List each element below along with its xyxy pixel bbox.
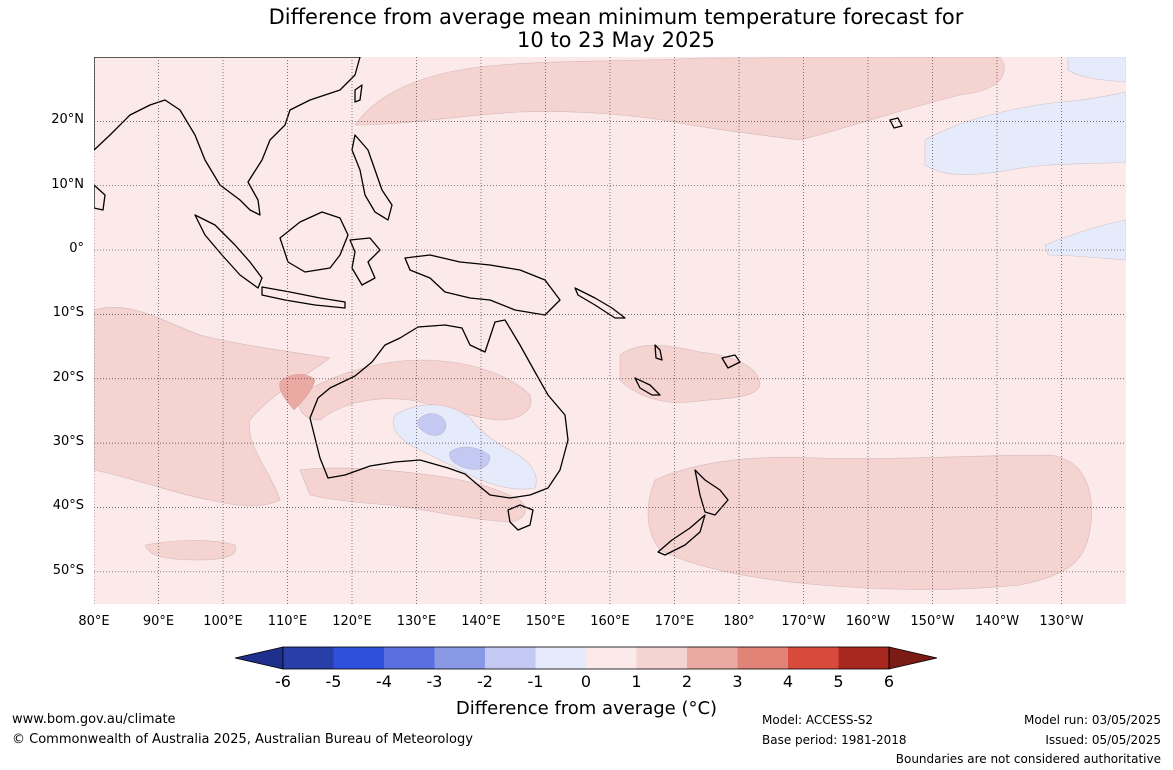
taiwan-coastline bbox=[354, 84, 363, 103]
colorbar-low-extend bbox=[234, 646, 284, 670]
base-period: Base period: 1981-2018 bbox=[762, 733, 907, 747]
hawaii-coastline bbox=[889, 117, 903, 129]
borneo-coastline bbox=[279, 211, 349, 273]
lat-label: 10°N bbox=[51, 176, 84, 192]
colorbar-swatch bbox=[535, 647, 587, 669]
anomaly-region-north-pacific-cool bbox=[1067, 57, 1126, 83]
map-title-line-2: 10 to 23 May 2025 bbox=[516, 28, 716, 52]
anomaly-contours bbox=[94, 57, 1126, 590]
graticule bbox=[94, 57, 1126, 604]
colorbar-swatch bbox=[737, 647, 789, 669]
lat-label: 40°S bbox=[52, 498, 84, 514]
colorbar-tick: 1 bbox=[631, 672, 642, 691]
anomaly-region-central-pacific-cool bbox=[924, 91, 1126, 175]
australia-coastline bbox=[309, 319, 569, 499]
colorbar-tick: 6 bbox=[883, 672, 895, 691]
lon-label: 110°E bbox=[267, 614, 308, 629]
colorbar-tick: 0 bbox=[580, 672, 592, 691]
colorbar-tick: 5 bbox=[833, 672, 844, 691]
asia-mainland-coastline bbox=[94, 57, 361, 216]
sulawesi-coastline bbox=[349, 237, 381, 286]
colorbar-high-extend bbox=[888, 646, 938, 670]
colorbar-swatch bbox=[838, 647, 890, 669]
anomaly-region-southern-australia bbox=[299, 467, 526, 523]
colorbar-label: Difference from average (°C) bbox=[455, 698, 718, 719]
lon-label: 130°E bbox=[396, 614, 437, 629]
colorbar-swatch bbox=[485, 647, 536, 669]
anomaly-region-indian-ocean bbox=[94, 307, 331, 507]
lon-label: 150°E bbox=[525, 614, 566, 629]
colorbar-swatch bbox=[586, 647, 637, 669]
anomaly-region-warm-spot bbox=[279, 373, 316, 411]
colorbar-tick: -1 bbox=[527, 672, 544, 691]
colorbar-swatch bbox=[384, 647, 435, 669]
lat-label: 20°S bbox=[52, 369, 84, 385]
map-title-line-1: Difference from average mean minimum tem… bbox=[268, 5, 964, 29]
colorbar-swatch bbox=[788, 647, 839, 669]
lon-label: 180° bbox=[723, 614, 755, 629]
philippines-coastline bbox=[351, 134, 393, 221]
lon-label: 160°E bbox=[590, 614, 630, 629]
lat-label: 50°S bbox=[52, 562, 84, 578]
lat-label: 30°S bbox=[52, 434, 84, 450]
lon-label: 140°W bbox=[974, 614, 1020, 629]
coastlines bbox=[94, 57, 903, 556]
lat-label: 20°N bbox=[51, 112, 84, 128]
lon-label: 170°E bbox=[654, 614, 695, 629]
colorbar-swatch bbox=[687, 647, 738, 669]
anomaly-region-australia-cooler-2 bbox=[449, 446, 491, 470]
colorbar-tick: -4 bbox=[376, 672, 392, 691]
sumatra-coastline bbox=[194, 214, 263, 289]
tasmania-coastline bbox=[507, 504, 534, 531]
colorbar-tick: -3 bbox=[426, 672, 443, 691]
anomaly-region-southern-ocean-west bbox=[144, 540, 237, 561]
lon-label: 90°E bbox=[142, 614, 175, 629]
copyright-notice: © Commonwealth of Australia 2025, Austra… bbox=[12, 732, 473, 747]
issued-date: Issued: 05/05/2025 bbox=[1045, 733, 1161, 747]
colorbar-swatch bbox=[283, 647, 334, 669]
lon-label: 130°W bbox=[1039, 614, 1084, 629]
lon-label: 140°E bbox=[461, 614, 501, 629]
new-zealand-south-coastline bbox=[657, 514, 706, 556]
lon-label: 160°W bbox=[845, 614, 891, 629]
colorbar-tick: -2 bbox=[477, 672, 493, 691]
colorbar-swatch bbox=[434, 647, 486, 669]
colorbar-tick: -5 bbox=[325, 672, 342, 691]
java-coastline bbox=[261, 286, 346, 309]
colorbar-tick: 3 bbox=[732, 672, 743, 691]
solomon-islands-coastline bbox=[574, 287, 626, 319]
sri-lanka-coastline bbox=[94, 184, 106, 211]
colorbar-tick: 2 bbox=[681, 672, 693, 691]
model-name: Model: ACCESS-S2 bbox=[762, 713, 874, 727]
model-run-date: Model run: 03/05/2025 bbox=[1023, 713, 1161, 727]
lon-label: 170°W bbox=[781, 614, 826, 629]
fiji-coastline bbox=[721, 354, 741, 369]
lon-label: 100°E bbox=[203, 614, 243, 629]
colorbar-swatch bbox=[636, 647, 688, 669]
website-link[interactable]: www.bom.gov.au/climate bbox=[12, 712, 176, 727]
vanuatu-coastline bbox=[654, 344, 663, 361]
lon-label: 120°E bbox=[332, 614, 372, 629]
anomaly-region-western-pacific bbox=[619, 344, 761, 403]
lon-label: 80°E bbox=[78, 614, 110, 629]
anomaly-region-australia-cooler bbox=[417, 413, 447, 436]
colorbar-swatch bbox=[333, 647, 385, 669]
boundaries-disclaimer: Boundaries are not considered authoritat… bbox=[895, 752, 1161, 766]
new-caledonia-coastline bbox=[634, 377, 661, 396]
lat-label: 0° bbox=[69, 241, 84, 257]
colorbar-tick: -6 bbox=[275, 672, 291, 691]
lat-label: 10°S bbox=[52, 305, 84, 321]
anomaly-region-north-pacific bbox=[354, 57, 1005, 141]
colorbar-tick: 4 bbox=[782, 672, 794, 691]
new-guinea-coastline bbox=[404, 254, 561, 316]
lon-label: 150°W bbox=[910, 614, 955, 629]
anomaly-region-tasman-south-pacific bbox=[647, 454, 1092, 590]
colorbar-frame bbox=[282, 646, 890, 670]
